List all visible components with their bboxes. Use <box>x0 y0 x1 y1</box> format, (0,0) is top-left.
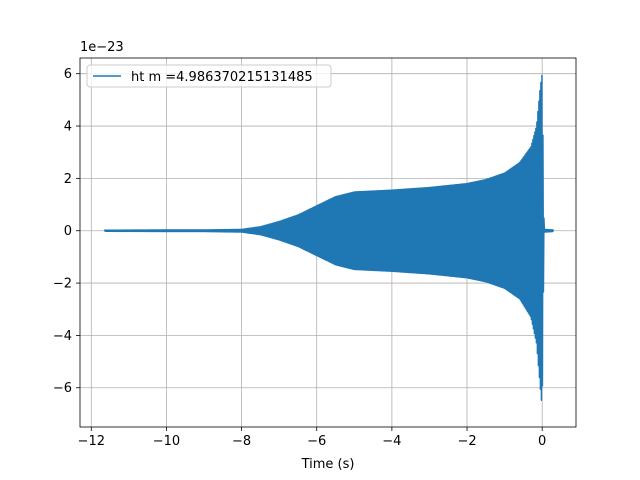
x-tick-label: −12 <box>78 434 105 449</box>
plot-frame <box>79 57 577 428</box>
tick-marks: −12 −10 −8 −6 −4 −2 0 −6 −4 −2 0 2 4 6 <box>53 67 546 449</box>
x-tick-label: 0 <box>538 434 546 449</box>
x-tick-label: −8 <box>232 434 251 449</box>
y-tick-label: 2 <box>64 172 72 187</box>
x-tick-label: −4 <box>382 434 401 449</box>
x-tick-label: −6 <box>307 434 326 449</box>
y-tick-label: 6 <box>64 67 72 82</box>
series-line-ht <box>103 74 555 401</box>
x-tick-label: −10 <box>153 434 180 449</box>
y-tick-label: −4 <box>53 329 72 344</box>
legend-entry-label: ht m =4.986370215131485 <box>131 70 313 85</box>
x-axis-label: Time (s) <box>301 457 355 472</box>
legend-box <box>86 64 332 88</box>
y-tick-label: −6 <box>53 381 72 396</box>
x-tick-label: −2 <box>457 434 476 449</box>
y-tick-label: −2 <box>53 277 72 292</box>
y-axis-offset-label: 1e−23 <box>80 40 124 55</box>
axes-frame <box>79 57 577 428</box>
series-layer <box>103 74 555 401</box>
y-tick-label: 0 <box>64 224 72 239</box>
legend: ht m =4.986370215131485 <box>86 64 332 88</box>
y-tick-label: 4 <box>64 120 72 135</box>
